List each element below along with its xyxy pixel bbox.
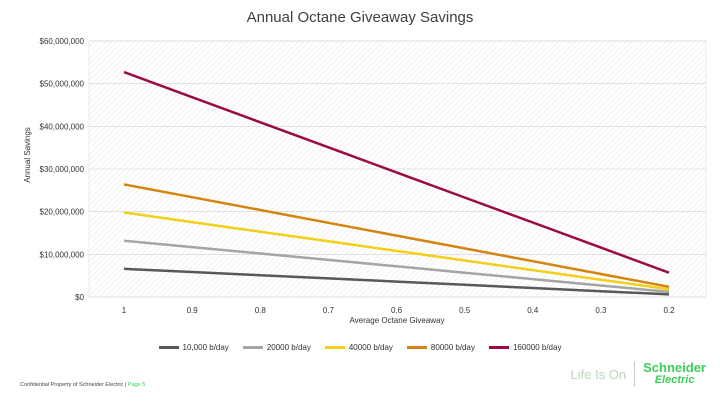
y-axis-title: Annual Savings [23, 127, 32, 183]
legend-item: 20000 b/day [242, 343, 311, 352]
y-tick-label: $0 [75, 293, 84, 302]
x-tick-label: 0.6 [391, 306, 403, 315]
series-lines [123, 70, 670, 296]
line-chart: $0 $10,000,000 $20,000,000 $30,000,000 $40,0… [23, 37, 707, 325]
y-tick-labels: $0 $10,000,000 $20,000,000 $30,000,000 $40,0… [40, 37, 85, 302]
brand-divider [634, 361, 636, 387]
legend-swatch [406, 346, 427, 349]
legend-item: 160000 b/day [488, 343, 562, 352]
chart-title: Annual Octane Giveaway Savings [246, 9, 474, 26]
y-tick-label: $20,000,000 [40, 208, 85, 217]
x-tick-label: 0.4 [527, 306, 539, 315]
logo-line-2: Electric [654, 374, 695, 386]
legend-label: 160000 b/day [512, 343, 562, 352]
x-tick-labels: 1 0.9 0.8 0.7 0.6 0.5 0.4 0.3 0.2 [122, 306, 675, 315]
footer-confidential: Confidential Property of Schneider Elect… [20, 382, 127, 388]
legend-swatch [488, 346, 509, 349]
schneider-electric-logo: Schneider Electric [643, 360, 706, 386]
legend-label: 20000 b/day [266, 343, 311, 352]
x-tick-label: 0.8 [255, 306, 267, 315]
legend-label: 40000 b/day [348, 343, 393, 352]
series-line-80000-b-day [123, 183, 670, 289]
chart-legend: 10,000 b/day 20000 b/day 40000 b/day 80000 … [0, 343, 720, 352]
legend-swatch [158, 346, 179, 349]
footer: Confidential Property of Schneider Elect… [20, 382, 145, 388]
x-tick-label: 1 [122, 306, 127, 315]
y-tick-label: $40,000,000 [40, 122, 85, 131]
logo-line-1: Schneider [643, 360, 706, 375]
y-tick-label: $10,000,000 [40, 250, 85, 259]
gridlines [89, 40, 706, 298]
series-line-40000-b-day [123, 211, 670, 291]
y-tick-label: $50,000,000 [40, 80, 85, 89]
footer-page-number: Page 5 [127, 382, 146, 388]
x-tick-label: 0.3 [595, 306, 607, 315]
legend-label: 80000 b/day [430, 343, 475, 352]
legend-swatch [242, 346, 263, 349]
series-line-160000-b-day [123, 70, 670, 274]
x-tick-label: 0.5 [459, 306, 471, 315]
life-is-on-logo: Life Is On [570, 366, 627, 382]
legend-label: 10,000 b/day [182, 343, 229, 352]
y-tick-label: $30,000,000 [40, 165, 85, 174]
x-tick-label: 0.2 [663, 306, 675, 315]
series-line-10-000-b-day [123, 267, 670, 296]
series-line-20000-b-day [123, 239, 670, 294]
legend-item: 10,000 b/day [158, 343, 229, 352]
y-tick-label: $60,000,000 [40, 37, 85, 46]
legend-item: 80000 b/day [406, 343, 475, 352]
x-tick-label: 0.7 [323, 306, 335, 315]
x-axis-title: Average Octane Giveaway [349, 316, 444, 325]
legend-swatch [324, 346, 345, 349]
legend-item: 40000 b/day [324, 343, 393, 352]
x-tick-label: 0.9 [187, 306, 199, 315]
brand-area: Life Is On Schneider Electric [570, 360, 706, 387]
